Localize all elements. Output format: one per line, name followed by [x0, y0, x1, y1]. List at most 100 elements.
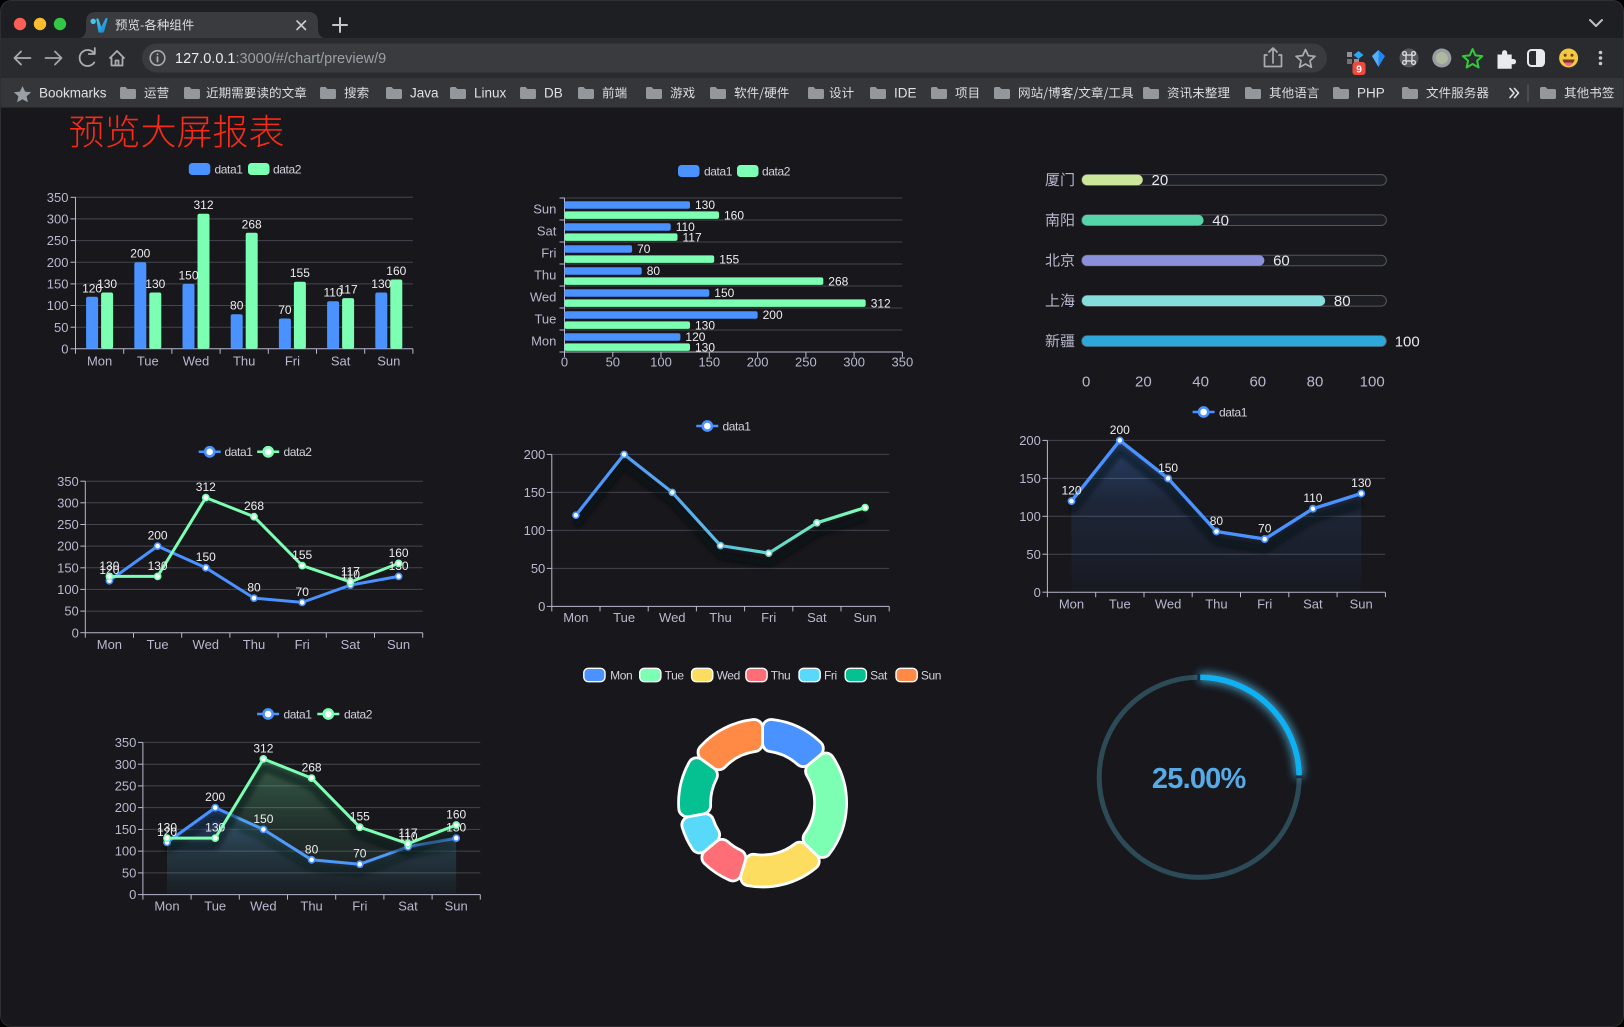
svg-text:100: 100 [650, 354, 672, 369]
svg-text:120: 120 [685, 330, 705, 344]
svg-text:80: 80 [305, 842, 319, 856]
svg-text:Sat: Sat [537, 224, 557, 239]
svg-text:312: 312 [196, 480, 216, 494]
svg-text:200: 200 [130, 247, 150, 261]
svg-text:150: 150 [714, 286, 734, 300]
svg-text:117: 117 [398, 826, 417, 840]
svg-text:200: 200 [115, 800, 137, 815]
svg-text:80: 80 [230, 299, 244, 313]
svg-text:250: 250 [57, 517, 79, 532]
svg-text:Mon: Mon [531, 334, 556, 349]
svg-text:Bookmarks: Bookmarks [39, 86, 107, 101]
svg-text:130: 130 [205, 821, 225, 835]
svg-text:150: 150 [57, 560, 79, 575]
svg-text:Thu: Thu [709, 610, 731, 625]
svg-text:PHP: PHP [1357, 86, 1385, 101]
svg-text:300: 300 [57, 495, 79, 510]
svg-text:150: 150 [115, 822, 137, 837]
svg-text:data2: data2 [284, 445, 313, 459]
svg-text:0: 0 [61, 341, 68, 356]
svg-text:Wed: Wed [193, 637, 220, 652]
svg-text:50: 50 [122, 866, 136, 881]
svg-text:70: 70 [637, 242, 651, 256]
svg-text:Sat: Sat [331, 353, 351, 368]
svg-text:Mon: Mon [1059, 596, 1084, 611]
svg-text:Sun: Sun [445, 898, 468, 913]
svg-text:300: 300 [47, 212, 69, 227]
svg-text:130: 130 [99, 559, 119, 573]
svg-text:Sun: Sun [854, 610, 877, 625]
svg-text:25.00%: 25.00% [1152, 763, 1247, 795]
svg-text:250: 250 [795, 354, 817, 369]
svg-text:120: 120 [157, 825, 177, 839]
svg-text:100: 100 [47, 298, 69, 313]
svg-text:Sun: Sun [921, 669, 941, 683]
svg-text:Sun: Sun [387, 637, 410, 652]
svg-text:350: 350 [892, 354, 914, 369]
svg-text:200: 200 [763, 308, 783, 322]
svg-text:Sat: Sat [870, 669, 888, 683]
svg-text:Fri: Fri [761, 610, 776, 625]
svg-text:Tue: Tue [147, 637, 169, 652]
svg-text:110: 110 [1303, 491, 1322, 505]
svg-text:268: 268 [244, 499, 264, 513]
svg-text:Sat: Sat [398, 898, 418, 913]
svg-text:300: 300 [843, 354, 865, 369]
svg-text:120: 120 [82, 281, 102, 295]
svg-text:Tue: Tue [137, 353, 159, 368]
svg-text:Tue: Tue [204, 898, 226, 913]
svg-text:Fri: Fri [1257, 596, 1272, 611]
svg-text:Thu: Thu [534, 268, 556, 283]
svg-text:160: 160 [389, 546, 409, 560]
svg-text:80: 80 [1334, 293, 1351, 310]
svg-text:Sat: Sat [1303, 596, 1323, 611]
svg-text:120: 120 [99, 563, 119, 577]
svg-text:Thu: Thu [243, 637, 265, 652]
svg-text:100: 100 [57, 582, 79, 597]
svg-text:Fri: Fri [824, 669, 837, 683]
svg-text:350: 350 [115, 735, 137, 750]
svg-text:130: 130 [157, 821, 177, 835]
svg-text:250: 250 [115, 779, 137, 794]
svg-text:155: 155 [719, 252, 739, 266]
svg-text:50: 50 [606, 354, 620, 369]
svg-text:70: 70 [278, 303, 292, 317]
svg-text:data2: data2 [762, 165, 791, 179]
svg-text:300: 300 [115, 757, 137, 772]
svg-text:130: 130 [371, 277, 391, 291]
svg-text:Thu: Thu [233, 353, 255, 368]
svg-text:127.0.0.1:3000/#/chart/preview: 127.0.0.1:3000/#/chart/preview/9 [175, 51, 386, 67]
svg-text:40: 40 [1212, 212, 1229, 229]
svg-text:80: 80 [247, 581, 261, 595]
svg-text:Thu: Thu [300, 898, 322, 913]
svg-text:data1: data1 [215, 163, 244, 177]
svg-text:150: 150 [1158, 461, 1178, 475]
svg-text:150: 150 [524, 485, 546, 500]
svg-text:50: 50 [54, 320, 68, 335]
svg-text:200: 200 [747, 354, 769, 369]
svg-text:0: 0 [1082, 374, 1090, 391]
svg-text:Tue: Tue [665, 669, 685, 683]
svg-text:50: 50 [64, 604, 78, 619]
svg-text:data2: data2 [273, 163, 302, 177]
svg-text:60: 60 [1273, 253, 1290, 270]
svg-text:200: 200 [57, 539, 79, 554]
svg-text:Mon: Mon [87, 353, 112, 368]
svg-text:Mon: Mon [97, 637, 122, 652]
svg-text:200: 200 [205, 790, 225, 804]
svg-text:100: 100 [115, 844, 137, 859]
svg-text:60: 60 [1249, 374, 1266, 391]
svg-text:IDE: IDE [894, 86, 917, 101]
svg-text:Sun: Sun [1350, 596, 1373, 611]
svg-text:Fri: Fri [352, 898, 367, 913]
svg-text:150: 150 [253, 812, 273, 826]
svg-text:150: 150 [178, 268, 198, 282]
svg-text:data1: data1 [225, 445, 254, 459]
svg-text:110: 110 [676, 220, 695, 234]
svg-text:110: 110 [341, 568, 360, 582]
svg-text:130: 130 [148, 559, 168, 573]
svg-text:160: 160 [446, 808, 466, 822]
svg-text:50: 50 [1026, 547, 1040, 562]
svg-text:Thu: Thu [771, 669, 790, 683]
svg-text:110: 110 [324, 286, 343, 300]
